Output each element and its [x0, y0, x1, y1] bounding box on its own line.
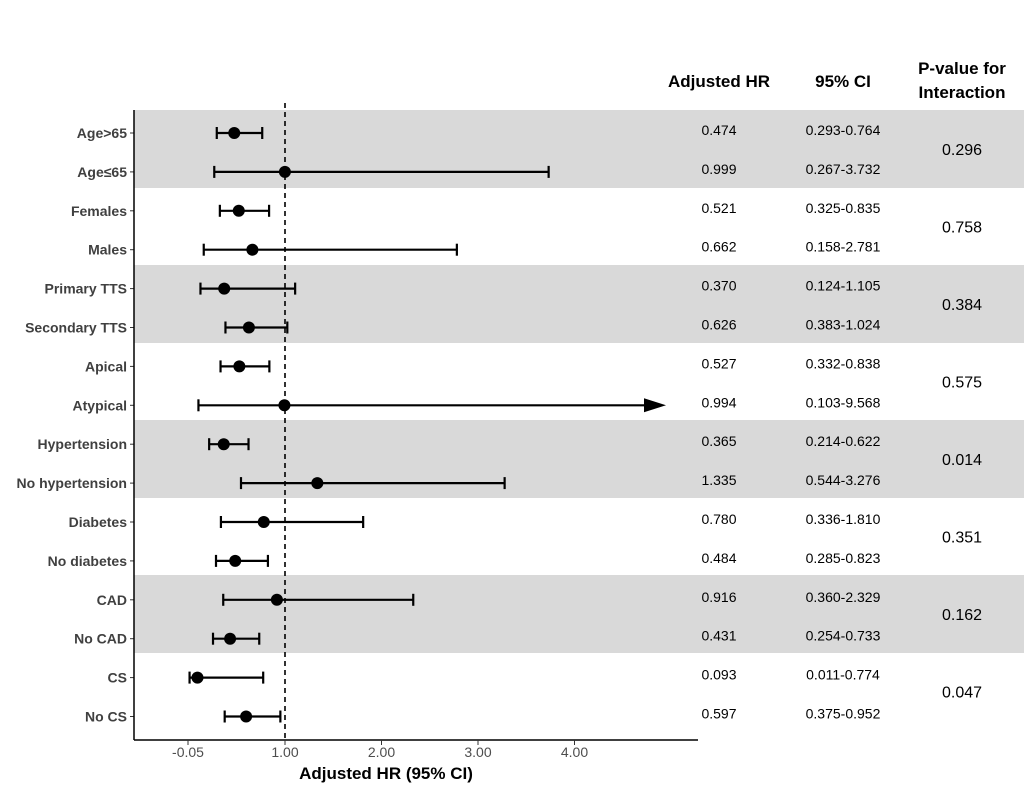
x-tick-label-3-00: 3.00: [464, 744, 491, 760]
hr-point-cs: [191, 671, 204, 684]
row-label-no-diabetes: No diabetes: [48, 553, 128, 569]
row-label-no-cad: No CAD: [74, 631, 127, 647]
hr-point-no-cs: [240, 710, 253, 723]
hr-value-hypertension: 0.365: [701, 433, 736, 449]
ci-value-hypertension: 0.214-0.622: [806, 433, 881, 449]
x-tick-label-2-00: 2.00: [368, 744, 395, 760]
hr-point-secondary-tts: [242, 321, 255, 334]
group-band-1: [134, 110, 1024, 188]
row-label-hypertension: Hypertension: [38, 436, 127, 452]
ci-value-age-65: 0.267-3.732: [806, 161, 881, 177]
row-label-age-65: Age≤65: [77, 164, 127, 180]
ci-value-atypical: 0.103-9.568: [806, 394, 881, 410]
p-value-6: 0.351: [942, 529, 982, 546]
ci-value-cs: 0.011-0.774: [806, 667, 880, 683]
row-label-cad: CAD: [97, 592, 127, 608]
hr-value-primary-tts: 0.370: [701, 278, 736, 294]
x-tick-label-0-05: -0.05: [172, 744, 204, 760]
axes: -0.05 1.00 2.00 3.00 4.00: [130, 110, 698, 760]
p-value-5: 0.014: [942, 452, 982, 469]
p-value-8: 0.047: [942, 684, 982, 701]
ci-value-females: 0.325-0.835: [806, 200, 881, 216]
row-label-males: Males: [88, 242, 127, 258]
p-value-7: 0.162: [942, 607, 982, 624]
hr-value-no-hypertension: 1.335: [701, 472, 736, 488]
hr-point-age-65: [228, 127, 241, 139]
ci-value-secondary-tts: 0.383-1.024: [806, 317, 881, 333]
header-adjusted-hr: Adjusted HR: [668, 72, 770, 91]
ci-value-no-diabetes: 0.285-0.823: [806, 550, 881, 566]
hr-point-no-cad: [224, 632, 237, 645]
header-p-value-line1: P-value for: [918, 59, 1006, 78]
group-band-3: [134, 265, 1024, 343]
row-label-no-hypertension: No hypertension: [17, 475, 127, 491]
estimate-marks: [188, 127, 666, 723]
ci-value-age-65: 0.293-0.764: [806, 122, 881, 138]
hr-value-apical: 0.527: [701, 355, 736, 371]
results-table: Adjusted HR 95% CI P-value for Interacti…: [668, 59, 1006, 722]
p-value-2: 0.758: [942, 219, 982, 236]
hr-value-age-65: 0.474: [701, 122, 736, 138]
ci-value-apical: 0.332-0.838: [806, 355, 881, 371]
x-axis-title: Adjusted HR (95% CI): [299, 764, 473, 783]
hr-value-no-cad: 0.431: [701, 628, 736, 644]
hr-value-males: 0.662: [701, 239, 736, 255]
ci-value-no-hypertension: 0.544-3.276: [806, 472, 881, 488]
hr-point-hypertension: [217, 438, 230, 451]
row-label-atypical: Atypical: [73, 397, 127, 413]
ci-value-no-cs: 0.375-0.952: [806, 706, 881, 722]
ci-value-males: 0.158-2.781: [806, 239, 881, 255]
row-label-females: Females: [71, 203, 127, 219]
hr-value-cad: 0.916: [701, 589, 736, 605]
x-tick-label-4-00: 4.00: [561, 744, 588, 760]
hr-value-secondary-tts: 0.626: [701, 317, 736, 333]
hr-point-no-hypertension: [311, 477, 324, 490]
row-label-cs: CS: [108, 670, 127, 686]
group-band-7: [134, 575, 1024, 653]
hr-point-males: [246, 243, 259, 256]
row-label-no-cs: No CS: [85, 709, 127, 725]
x-tick-label-1-00: 1.00: [271, 744, 298, 760]
row-label-age-65: Age>65: [77, 125, 127, 141]
p-value-3: 0.384: [942, 297, 982, 314]
hr-point-primary-tts: [218, 282, 231, 295]
hr-value-cs: 0.093: [701, 667, 736, 683]
ci-value-no-cad: 0.254-0.733: [806, 628, 881, 644]
row-label-diabetes: Diabetes: [69, 514, 128, 530]
hr-value-age-65: 0.999: [701, 161, 736, 177]
hr-value-diabetes: 0.780: [701, 511, 736, 527]
hr-point-cad: [270, 593, 283, 606]
group-band-5: [134, 420, 1024, 498]
row-label-apical: Apical: [85, 358, 127, 374]
header-95-ci: 95% CI: [815, 72, 871, 91]
header-p-value-line2: Interaction: [919, 83, 1006, 102]
ci-value-primary-tts: 0.124-1.105: [806, 278, 881, 294]
ci-arrow-atypical: [644, 398, 666, 413]
hr-value-no-diabetes: 0.484: [701, 550, 736, 566]
hr-point-diabetes: [257, 516, 270, 528]
hr-point-females: [232, 204, 245, 217]
hr-value-females: 0.521: [701, 200, 736, 216]
p-value-4: 0.575: [942, 374, 982, 391]
hr-point-atypical: [278, 399, 291, 412]
p-value-1: 0.296: [942, 142, 982, 159]
row-label-secondary-tts: Secondary TTS: [25, 320, 127, 336]
row-labels: Age>65 Age≤65 Females Males Primary TTS Secon…: [17, 125, 128, 725]
group-bands: [134, 110, 1024, 653]
hr-point-no-diabetes: [229, 554, 242, 567]
hr-point-apical: [233, 360, 246, 373]
ci-value-diabetes: 0.336-1.810: [806, 511, 881, 527]
hr-value-atypical: 0.994: [701, 394, 736, 410]
hr-value-no-cs: 0.597: [701, 706, 736, 722]
hr-point-age-65: [278, 165, 291, 178]
ci-value-cad: 0.360-2.329: [806, 589, 881, 605]
row-label-primary-tts: Primary TTS: [45, 281, 127, 297]
